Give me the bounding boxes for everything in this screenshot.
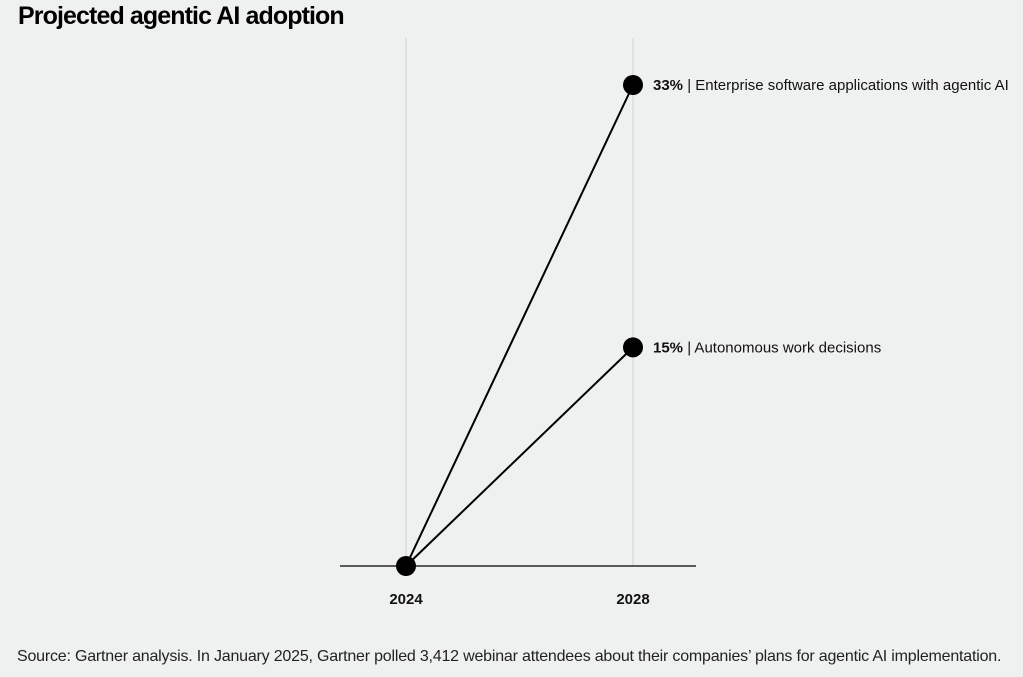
x-tick-label-2024: 2024 [389,591,423,608]
data-label-name: | Autonomous work decisions [683,339,881,356]
data-label-value: 15% [653,339,683,356]
point-layer [396,75,643,576]
data-label-value: 33% [653,77,683,94]
grid-layer [405,38,634,566]
axis-layer: 2024 2028 [340,565,696,608]
chart-title: Projected agentic AI adoption [18,2,345,30]
series-line-0 [405,84,634,567]
data-point-2028-0 [623,75,643,95]
data-label-series-1: 15% | Autonomous work decisions [653,339,881,356]
data-point-2028-1 [623,337,643,358]
label-layer: 33% | Enterprise software applications w… [653,77,1009,356]
source-note: Source: Gartner analysis. In January 202… [17,648,1002,665]
series-layer [405,84,634,567]
data-label-series-0: 33% | Enterprise software applications w… [653,77,1009,94]
series-line-1 [405,346,634,567]
data-point-2024-0 [396,556,416,576]
data-label-name: | Enterprise software applications with … [683,77,1009,94]
chart-plot: 2024 2028 33% | Enterprise software appli… [340,38,1009,608]
x-tick-label-2028: 2028 [616,591,649,608]
